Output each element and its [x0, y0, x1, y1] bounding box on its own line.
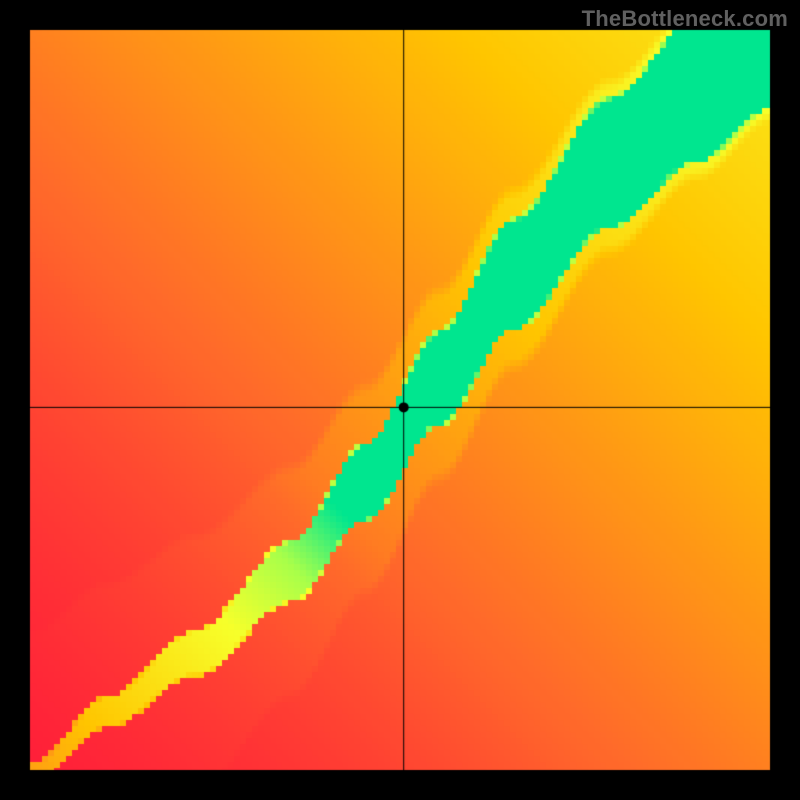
heatmap-canvas — [0, 0, 800, 800]
watermark-text: TheBottleneck.com — [582, 6, 788, 32]
chart-container: TheBottleneck.com — [0, 0, 800, 800]
